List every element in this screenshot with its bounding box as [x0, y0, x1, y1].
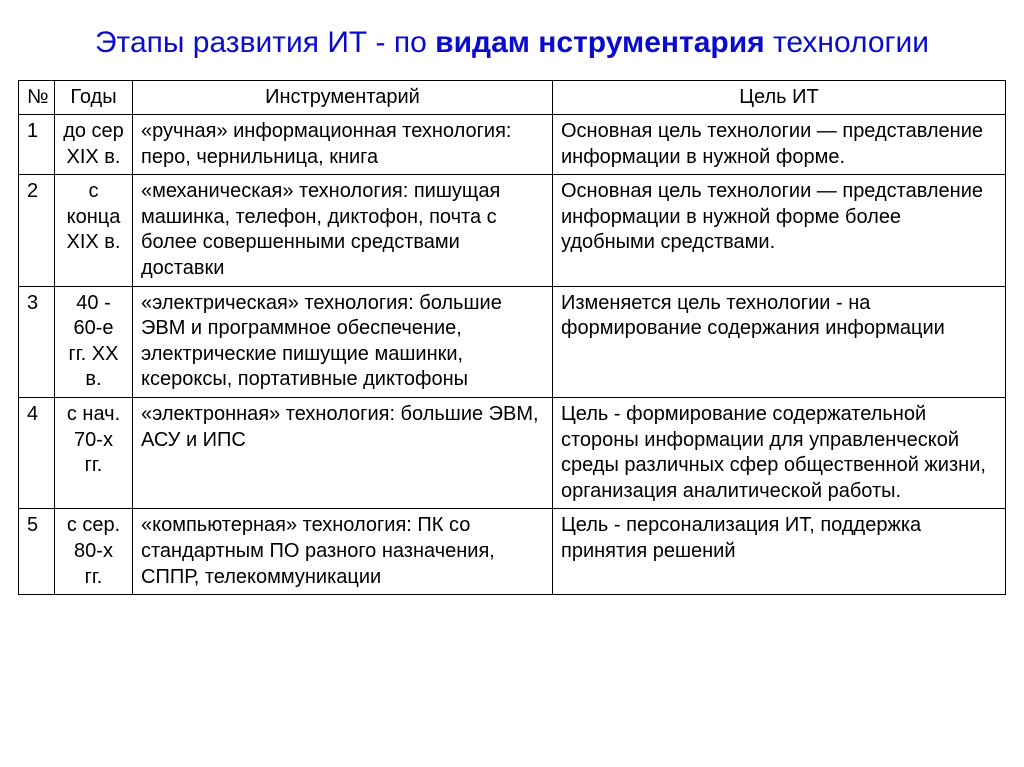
cell-goal: Основная цель технологии — представление… [553, 115, 1006, 175]
cell-tools: «механическая» технология: пишущая машин… [133, 175, 553, 286]
cell-goal: Цель - формирование содержательной сторо… [553, 398, 1006, 509]
page-root: Этапы развития ИТ - по видам нструментар… [0, 0, 1024, 605]
cell-years: с сер. 80-х гг. [55, 509, 133, 595]
cell-tools: «ручная» информационная технология: перо… [133, 115, 553, 175]
cell-num: 2 [19, 175, 55, 286]
table-row: 1 до сер XIX в. «ручная» информационная … [19, 115, 1006, 175]
cell-years: 40 - 60-е гг. XX в. [55, 286, 133, 397]
table-body: 1 до сер XIX в. «ручная» информационная … [19, 115, 1006, 595]
col-header-tools: Инструментарий [133, 80, 553, 115]
col-header-goal: Цель ИТ [553, 80, 1006, 115]
cell-tools: «компьютерная» технология: ПК со стандар… [133, 509, 553, 595]
cell-tools: «электронная» технология: большие ЭВМ, А… [133, 398, 553, 509]
title-part1: Этапы развития ИТ - по [95, 26, 435, 59]
cell-years: с конца XIX в. [55, 175, 133, 286]
cell-goal: Цель - персонализация ИТ, поддержка прин… [553, 509, 1006, 595]
cell-goal: Изменяется цель технологии - на формиров… [553, 286, 1006, 397]
cell-years: с нач. 70-х гг. [55, 398, 133, 509]
col-header-num: № [19, 80, 55, 115]
cell-num: 4 [19, 398, 55, 509]
cell-num: 1 [19, 115, 55, 175]
stages-table: № Годы Инструментарий Цель ИТ 1 до сер X… [18, 80, 1006, 596]
table-header-row: № Годы Инструментарий Цель ИТ [19, 80, 1006, 115]
table-row: 4 с нач. 70-х гг. «электронная» технолог… [19, 398, 1006, 509]
table-row: 2 с конца XIX в. «механическая» технолог… [19, 175, 1006, 286]
cell-num: 5 [19, 509, 55, 595]
cell-goal: Основная цель технологии — представление… [553, 175, 1006, 286]
cell-tools: «электрическая» технология: большие ЭВМ … [133, 286, 553, 397]
title-bold: видам нструментария [435, 26, 765, 59]
title-part2: технологии [765, 26, 929, 59]
page-title: Этапы развития ИТ - по видам нструментар… [18, 24, 1006, 62]
cell-years: до сер XIX в. [55, 115, 133, 175]
cell-num: 3 [19, 286, 55, 397]
table-row: 3 40 - 60-е гг. XX в. «электрическая» те… [19, 286, 1006, 397]
table-row: 5 с сер. 80-х гг. «компьютерная» техноло… [19, 509, 1006, 595]
col-header-years: Годы [55, 80, 133, 115]
